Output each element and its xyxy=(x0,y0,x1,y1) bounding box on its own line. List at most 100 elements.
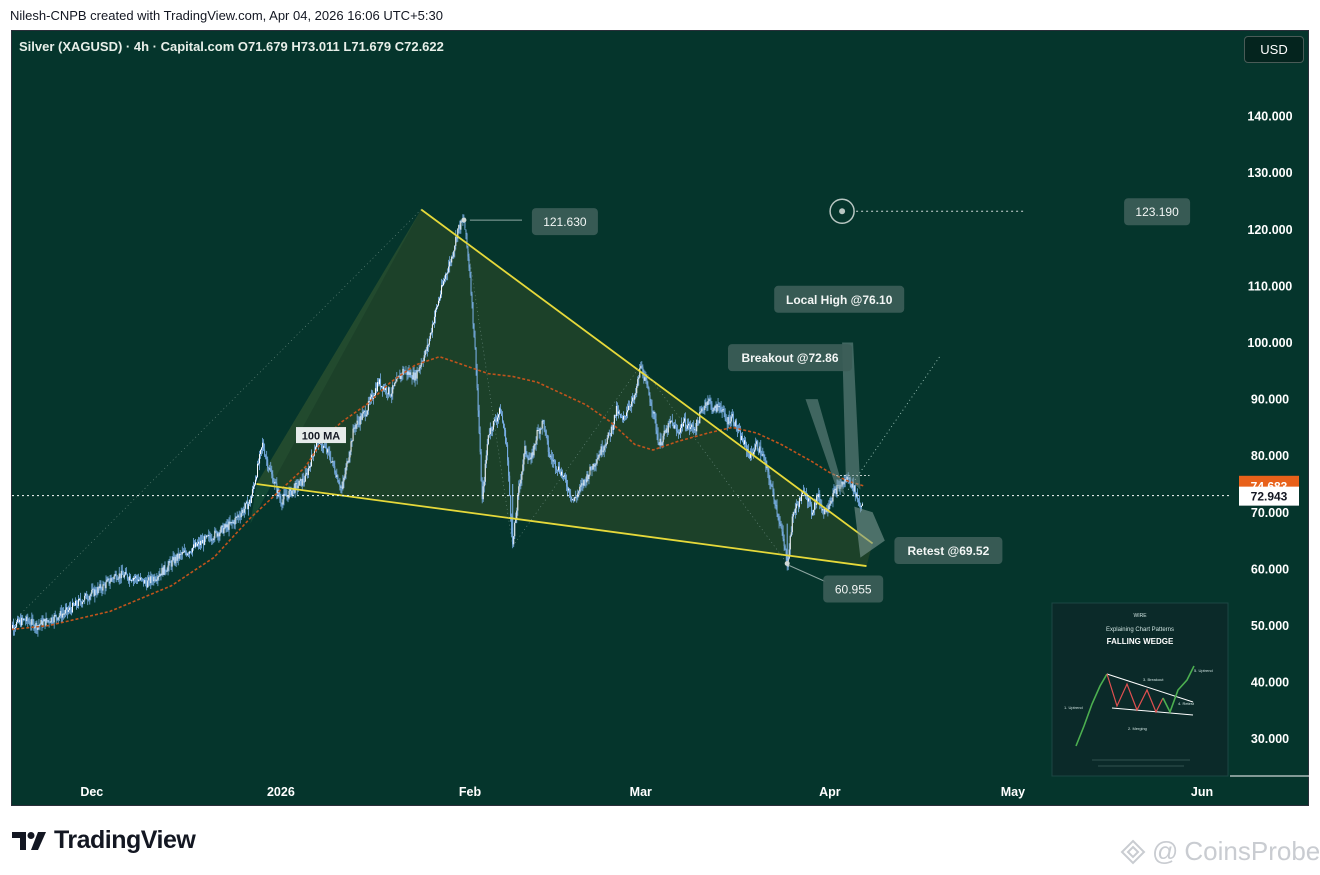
candle-body xyxy=(763,454,765,458)
candle-body xyxy=(172,557,174,560)
candle-body xyxy=(375,388,377,392)
wedge-layer xyxy=(250,209,873,567)
candle-body xyxy=(322,447,324,449)
candle-body xyxy=(505,430,507,443)
tradingview-logo[interactable]: TradingView xyxy=(12,826,196,855)
candle-body xyxy=(493,419,495,422)
currency-button[interactable]: USD xyxy=(1244,36,1304,63)
candle-body xyxy=(147,580,149,588)
candle-body xyxy=(314,447,316,451)
candle-body xyxy=(537,430,539,432)
candle-body xyxy=(528,458,530,460)
candle-body xyxy=(188,551,190,554)
candle-body xyxy=(764,457,766,461)
candle-body xyxy=(697,420,699,422)
candle-body xyxy=(598,454,600,458)
candle-body xyxy=(825,508,827,512)
candle-body xyxy=(527,456,529,460)
candle-body xyxy=(341,486,343,489)
candle-body xyxy=(120,570,122,579)
candle-body xyxy=(386,387,388,394)
candle-body xyxy=(502,415,504,422)
candle-body xyxy=(53,615,55,623)
candle-body xyxy=(38,624,40,626)
candle-body xyxy=(48,620,50,623)
candle-body xyxy=(60,610,62,618)
candle-body xyxy=(799,497,801,502)
candle-body xyxy=(398,375,400,378)
candle-body xyxy=(154,576,156,581)
candle-body xyxy=(860,505,862,508)
candle-body xyxy=(139,579,141,581)
candle-body xyxy=(208,534,210,536)
candle-body xyxy=(508,460,510,476)
candle-body xyxy=(761,454,763,456)
candle-body xyxy=(357,420,359,422)
candle-body xyxy=(9,628,10,631)
candle-body xyxy=(753,452,755,456)
candle-body xyxy=(228,521,230,530)
candle-body xyxy=(94,589,96,596)
callout-label: 60.955 xyxy=(835,582,872,596)
candle-body xyxy=(43,619,45,622)
y-tick-label: 130.000 xyxy=(1247,166,1292,180)
breakout-pointer xyxy=(805,399,846,496)
candle-body xyxy=(640,365,642,369)
inset-title: FALLING WEDGE xyxy=(1107,637,1174,646)
candle-body xyxy=(329,451,331,457)
candle-body xyxy=(823,508,825,515)
candle-body xyxy=(460,220,462,230)
candle-body xyxy=(340,486,342,488)
candle-body xyxy=(599,454,601,456)
candle-body xyxy=(328,449,330,452)
candle-body xyxy=(186,553,188,556)
moving-average-line xyxy=(12,355,864,631)
candle-body xyxy=(118,573,120,579)
candle-body xyxy=(211,539,213,541)
candle-body xyxy=(335,472,337,478)
candle-body xyxy=(450,261,452,263)
candle-body xyxy=(465,229,467,234)
candle-body xyxy=(639,368,641,378)
candle-body xyxy=(408,371,410,375)
candle-body xyxy=(843,481,845,485)
candle-body xyxy=(291,490,293,496)
annotation-layer: 121.630 60.955 123.190 Local High @76.10 Bre… xyxy=(296,198,1191,603)
candle-body xyxy=(210,537,212,541)
candle-body xyxy=(305,472,307,475)
candle-body xyxy=(249,499,251,503)
candle-body xyxy=(273,482,275,484)
candle-body xyxy=(530,457,532,460)
candle-body xyxy=(279,495,281,499)
y-tick-label: 120.000 xyxy=(1247,223,1292,237)
candle-body xyxy=(630,406,632,408)
candle-body xyxy=(223,527,225,534)
candle-body xyxy=(785,549,787,555)
candle-body xyxy=(65,607,67,610)
candle-body xyxy=(721,410,723,412)
candle-body xyxy=(610,426,612,437)
candle-body xyxy=(313,450,315,456)
candle-body xyxy=(242,509,244,513)
candle-body xyxy=(376,382,378,392)
candle-body xyxy=(298,480,300,486)
candle-body xyxy=(121,570,123,575)
candle-body xyxy=(304,474,306,482)
candle-body xyxy=(491,429,493,431)
candle-body xyxy=(629,405,631,407)
candle-body xyxy=(500,408,501,414)
candle-body xyxy=(239,516,241,518)
candle-body xyxy=(794,508,796,513)
candle-body xyxy=(706,402,708,406)
candle-body xyxy=(240,513,242,518)
candle-body xyxy=(442,285,444,287)
candle-body xyxy=(602,450,604,453)
candle-body xyxy=(596,459,598,464)
candle-body xyxy=(571,496,573,500)
candle-body xyxy=(170,562,172,567)
candle-body xyxy=(495,420,497,422)
candle-body xyxy=(310,454,312,467)
candle-body xyxy=(349,451,351,458)
local-high-pointer xyxy=(842,342,861,490)
